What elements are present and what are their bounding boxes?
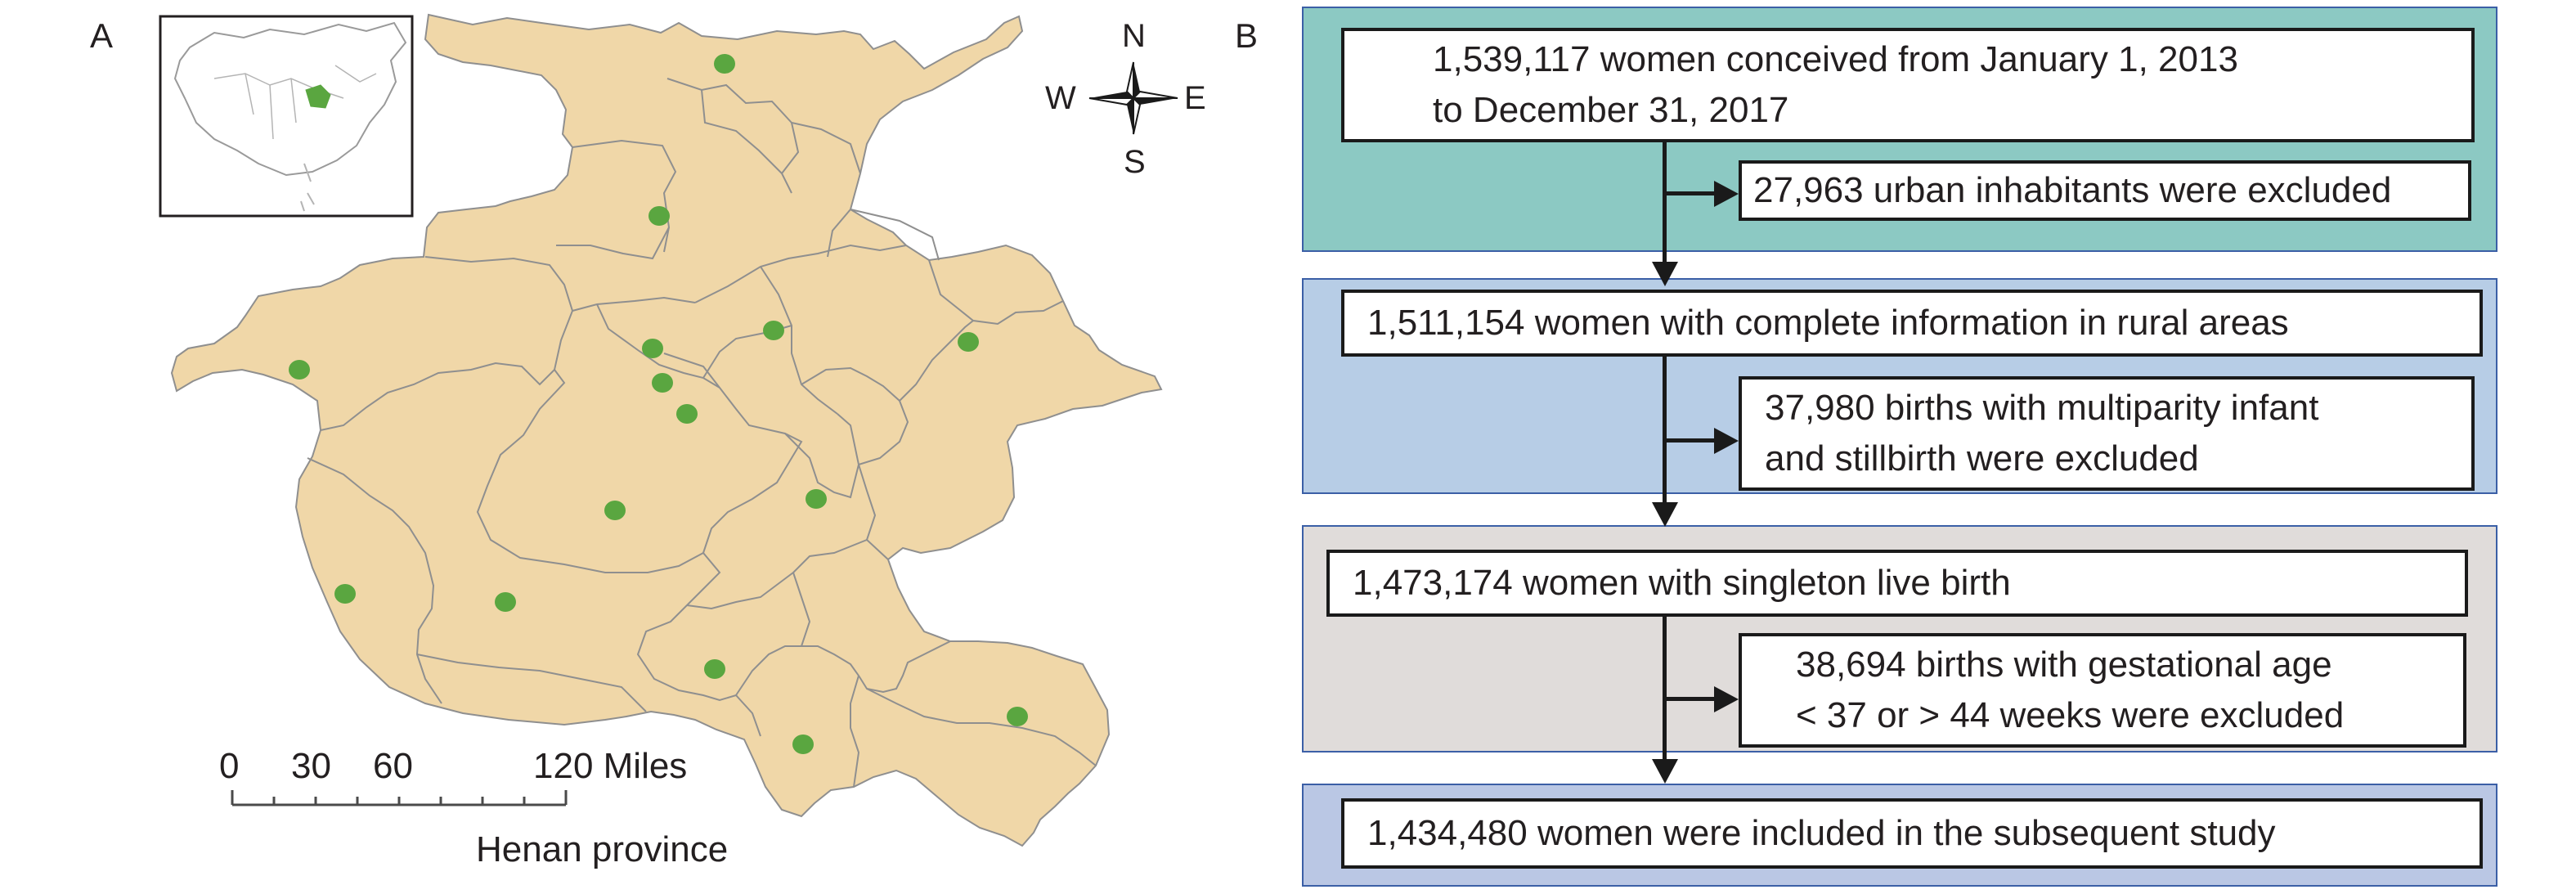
study-site-dot: [704, 659, 725, 679]
scale-tick-60: 60: [373, 746, 413, 786]
study-site-dot: [676, 404, 698, 424]
arrow-to-step-3: [1652, 502, 1678, 527]
step-2-box: 1,511,154 women with complete informatio…: [1341, 290, 2483, 357]
step-1-line-2: to December 31, 2017: [1433, 90, 1789, 130]
compass-south-label: S: [1124, 144, 1146, 180]
arrow-to-step-4: [1652, 759, 1678, 784]
study-site-dot: [958, 332, 979, 352]
exclusion-2-box: 37,980 births with multiparity infant an…: [1739, 376, 2475, 491]
scale-bar: [231, 790, 568, 806]
panel-b-label: B: [1235, 16, 1259, 55]
connector-main-1: [1663, 141, 1667, 270]
step-1-line-1: 1,539,117 women conceived from January 1…: [1433, 39, 2238, 79]
panel-a-label: A: [90, 16, 114, 55]
exclusion-1-box: 27,963 urban inhabitants were excluded: [1739, 160, 2471, 221]
compass-west-label: W: [1045, 80, 1076, 116]
connector-main-3: [1663, 610, 1667, 770]
study-site-dot: [604, 501, 626, 520]
connector-main-2: [1663, 353, 1667, 514]
arrow-to-step-2: [1652, 262, 1678, 286]
prefecture-borders: [307, 78, 1097, 788]
study-site-dot: [806, 489, 827, 509]
arrow-to-exclusion-2: [1714, 428, 1739, 454]
study-site-dot: [792, 735, 814, 754]
study-site-dot: [652, 373, 673, 393]
step-1-box: 1,539,117 women conceived from January 1…: [1341, 28, 2475, 142]
scale-tick-30: 30: [291, 746, 331, 786]
henan-inset-highlight: [305, 84, 331, 109]
map-caption: Henan province: [476, 829, 729, 869]
exclusion-2-line-2: and stillbirth were excluded: [1765, 438, 2199, 478]
compass-east-label: E: [1184, 80, 1206, 116]
connector-excl-2: [1663, 438, 1728, 443]
exclusion-3-box: 38,694 births with gestational age < 37 …: [1739, 633, 2466, 748]
study-site-dot: [1007, 707, 1028, 726]
study-site-dot: [334, 584, 356, 604]
compass-rose-icon: [1088, 61, 1178, 135]
step-3-box: 1,473,174 women with singleton live birt…: [1326, 550, 2468, 617]
exclusion-1-line-1: 27,963 urban inhabitants were excluded: [1753, 170, 2392, 210]
study-site-dots: [289, 54, 1028, 754]
study-site-dot: [495, 592, 516, 612]
step-2-line-1: 1,511,154 women with complete informatio…: [1367, 303, 2289, 343]
henan-map-panel: N S E W 0 30 60 120 Miles Henan province: [0, 0, 1243, 894]
step-3-line-1: 1,473,174 women with singleton live birt…: [1353, 563, 2011, 603]
study-site-dot: [642, 339, 663, 358]
arrow-to-exclusion-3: [1714, 686, 1739, 712]
study-site-dot: [648, 206, 670, 226]
arrow-to-exclusion-1: [1714, 181, 1739, 207]
exclusion-3-line-2: < 37 or > 44 weeks were excluded: [1796, 695, 2345, 735]
exclusion-3-line-1: 38,694 births with gestational age: [1796, 645, 2332, 685]
connector-excl-3: [1663, 697, 1728, 701]
study-site-dot: [763, 321, 784, 340]
henan-map: [159, 13, 1178, 847]
step-4-box: 1,434,480 women were included in the sub…: [1341, 798, 2483, 869]
scale-tick-0: 0: [219, 746, 240, 786]
china-inset-map: [159, 15, 414, 218]
scale-tick-120: 120 Miles: [533, 746, 688, 786]
study-site-dot: [289, 360, 310, 380]
compass-north-label: N: [1122, 18, 1146, 54]
connector-excl-1: [1663, 191, 1728, 195]
henan-province-shape: [170, 13, 1163, 847]
step-4-line-1: 1,434,480 women were included in the sub…: [1367, 813, 2276, 853]
study-site-dot: [714, 54, 735, 74]
exclusion-2-line-1: 37,980 births with multiparity infant: [1765, 388, 2319, 428]
